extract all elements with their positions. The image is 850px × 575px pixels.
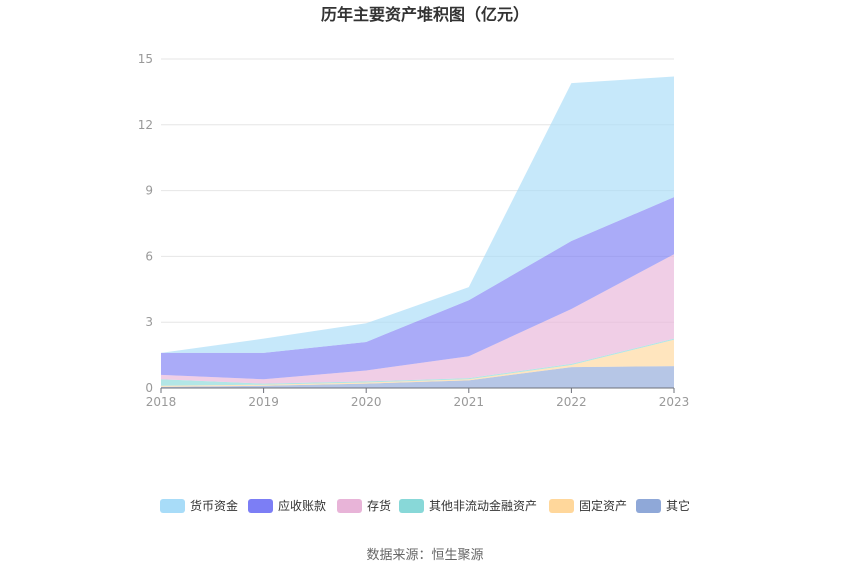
legend-label: 应收账款 <box>278 498 326 513</box>
legend-swatch <box>549 499 574 513</box>
legend-label: 固定资产 <box>579 498 627 513</box>
legend-item[interactable]: 其它 <box>636 498 690 513</box>
area-series-0 <box>161 366 674 388</box>
legend-item[interactable]: 其他非流动金融资产 <box>399 498 537 513</box>
x-tick-label: 2018 <box>146 395 177 409</box>
axes: 0 3 6 9 12 15 2018 2019 2020 2021 2022 2023 <box>138 52 690 409</box>
legend-item[interactable]: 存货 <box>337 498 391 513</box>
legend-swatch <box>636 499 661 513</box>
legend-label: 其它 <box>666 498 690 513</box>
x-tick-label: 2023 <box>659 395 690 409</box>
x-tick-label: 2021 <box>454 395 485 409</box>
legend-swatch <box>399 499 424 513</box>
legend-item[interactable]: 应收账款 <box>248 498 326 513</box>
y-tick-label: 6 <box>145 249 153 263</box>
chart-title: 历年主要资产堆积图（亿元） <box>321 5 529 24</box>
y-tick-label: 12 <box>138 118 153 132</box>
x-tick-label: 2022 <box>556 395 587 409</box>
y-tick-label: 0 <box>145 381 153 395</box>
area-series-4 <box>161 197 674 380</box>
legend[interactable]: 货币资金 应收账款 存货 其他非流动金融资产 固定资产 其它 <box>160 498 690 513</box>
area-series-5 <box>161 76 674 353</box>
y-tick-label: 15 <box>138 52 153 66</box>
data-source: 数据来源：恒生聚源 <box>366 548 483 563</box>
area-series-3 <box>161 254 674 384</box>
legend-item[interactable]: 货币资金 <box>160 498 238 513</box>
legend-swatch <box>248 499 273 513</box>
legend-item[interactable]: 固定资产 <box>549 498 627 513</box>
legend-label: 货币资金 <box>190 498 238 513</box>
x-tick-label: 2019 <box>248 395 279 409</box>
y-tick-label: 3 <box>145 315 153 329</box>
y-tick-label: 9 <box>145 184 153 198</box>
x-tick-label: 2020 <box>351 395 382 409</box>
legend-swatch <box>160 499 185 513</box>
areas <box>161 76 674 388</box>
legend-label: 存货 <box>367 498 391 513</box>
legend-label: 其他非流动金融资产 <box>429 498 537 513</box>
legend-swatch <box>337 499 362 513</box>
